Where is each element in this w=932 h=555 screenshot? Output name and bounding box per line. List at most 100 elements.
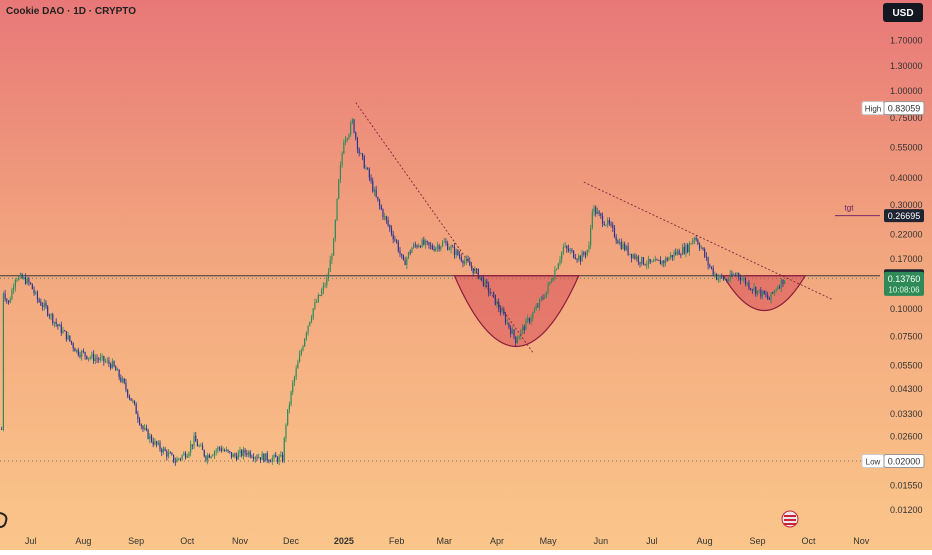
cup-pattern-1[interactable] — [453, 275, 580, 348]
candle-body — [687, 244, 689, 253]
candle-body — [545, 291, 547, 298]
candle-body — [309, 321, 311, 326]
x-tick-label: Feb — [389, 536, 405, 546]
candle-body — [327, 271, 330, 279]
last-price-value: 0.13760 — [888, 274, 921, 284]
candle-body — [304, 338, 306, 347]
candle-body — [675, 252, 677, 255]
candle-body — [2, 293, 5, 430]
candle-body — [290, 391, 292, 405]
candle-body — [436, 245, 439, 248]
candle-body — [166, 451, 168, 457]
candle-body — [190, 444, 192, 453]
candle-body — [295, 368, 297, 377]
candle-body — [36, 292, 39, 300]
candle-body — [28, 278, 30, 283]
candle-body — [43, 302, 45, 307]
candle-body — [196, 441, 199, 447]
candle-body — [106, 360, 108, 362]
candle-body — [310, 317, 313, 322]
candle-body — [249, 451, 251, 457]
flag-icon[interactable] — [781, 510, 799, 528]
candle-body — [504, 314, 507, 323]
candle-body — [445, 241, 447, 244]
candle-body — [338, 179, 340, 199]
candle-body — [77, 349, 79, 355]
candle-body — [79, 354, 81, 357]
trendlines[interactable] — [355, 102, 833, 353]
candle-body — [70, 340, 73, 344]
x-tick-label: Oct — [802, 536, 817, 546]
candle-body — [188, 452, 190, 457]
candle-body — [600, 213, 602, 217]
tradingview-logo-icon[interactable] — [0, 512, 8, 528]
candle-body — [634, 255, 636, 259]
candle-body — [538, 299, 541, 307]
candle-body — [81, 351, 83, 357]
candle-body — [510, 327, 512, 334]
candle-body — [270, 461, 272, 463]
candle-body — [499, 308, 502, 313]
candle-body — [452, 246, 454, 248]
y-tick-label: 0.30000 — [890, 200, 923, 210]
time-axis[interactable]: Jul Aug Sep Oct Nov Dec 2025 Feb Mar Apr May Jun Jul… — [25, 536, 870, 546]
candle-body — [639, 262, 641, 264]
candle-body — [450, 246, 452, 250]
candle-body — [244, 449, 246, 454]
candle-body — [673, 252, 675, 258]
candle-body — [690, 243, 692, 245]
candle-body — [384, 216, 386, 218]
trendline-1[interactable] — [355, 102, 534, 353]
candle-body — [763, 290, 765, 295]
candle-body — [315, 301, 318, 303]
candle-body — [661, 260, 663, 265]
candle-body — [778, 287, 781, 289]
candle-body — [710, 266, 713, 269]
price-axis[interactable]: 2.200001.700001.300001.000000.750000.550… — [890, 11, 923, 515]
candle-body — [339, 164, 342, 180]
candle-body — [685, 244, 687, 254]
y-tick-label: 0.03300 — [890, 409, 923, 419]
candle-body — [127, 389, 129, 397]
candle-body — [554, 269, 556, 279]
candle-body — [453, 246, 456, 255]
candle-body — [198, 445, 200, 447]
candle-body — [506, 322, 508, 324]
candle-body — [511, 329, 513, 334]
candle-body — [334, 220, 336, 239]
candle-body — [287, 409, 289, 425]
candle-body — [155, 441, 158, 445]
candle-body — [205, 456, 207, 461]
candle-body — [544, 297, 546, 299]
candle-body — [537, 306, 539, 308]
candle-body — [697, 239, 699, 245]
x-tick-label: Jun — [594, 536, 609, 546]
candle-body — [179, 458, 182, 460]
candle-body — [583, 252, 585, 255]
candle-body — [419, 245, 422, 248]
candle-body — [433, 249, 435, 251]
candle-body — [331, 255, 333, 260]
y-tick-label: 1.00000 — [890, 86, 923, 96]
candle-body — [615, 236, 617, 241]
candle-body — [50, 314, 52, 317]
candle-body — [608, 220, 610, 224]
candle-body — [167, 452, 170, 457]
low-label-text: Low — [866, 457, 881, 466]
candle-body — [447, 243, 449, 250]
candle-body — [642, 257, 645, 265]
candle-body — [184, 453, 187, 458]
currency-badge[interactable]: USD — [883, 3, 923, 22]
trendline-2[interactable] — [583, 181, 833, 300]
candle-body — [130, 397, 132, 401]
candle-body — [736, 273, 738, 276]
candle-body — [174, 461, 176, 463]
candle-body — [567, 248, 570, 252]
candle-body — [491, 292, 493, 294]
candle-body — [154, 441, 156, 445]
candle-body — [654, 259, 656, 262]
candle-body — [743, 278, 745, 280]
candle-body — [399, 251, 401, 254]
